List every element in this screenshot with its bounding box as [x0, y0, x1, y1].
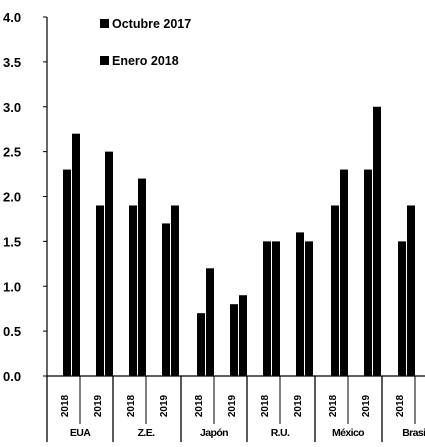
y-tick-label: 0.0 [3, 369, 21, 384]
bar-brasil-2018-octubre-2017 [398, 241, 406, 376]
y-tick-label: 1.5 [3, 234, 21, 249]
y-tick-label: 4.0 [3, 10, 21, 25]
y-tick-label: 3.5 [3, 55, 21, 70]
legend-swatch-enero-2018 [100, 56, 109, 65]
bars [63, 106, 415, 376]
y-tick-label: 2.5 [3, 145, 21, 160]
year-label-brasil-2018: 2018 [395, 394, 406, 417]
bar-japon-2019-octubre-2017 [230, 304, 238, 376]
bar-eua-2018-enero-2018 [72, 133, 80, 376]
legend-label-enero-2018: Enero 2018 [112, 54, 179, 68]
chart-legend: Octubre 2017 Enero 2018 [100, 17, 191, 68]
year-label-japon-2019: 2019 [227, 394, 238, 417]
bar-mexico-2018-octubre-2017 [331, 205, 339, 376]
bar-japon-2018-enero-2018 [206, 268, 214, 376]
country-label-r-u: R.U. [271, 427, 290, 439]
country-label-z-e: Z.E. [138, 427, 156, 439]
country-label-mexico: México [332, 427, 364, 439]
country-label-japon: Japón [200, 427, 228, 439]
y-tick-label: 3.0 [3, 100, 21, 115]
bar-r-u-2019-octubre-2017 [296, 232, 304, 376]
bar-r-u-2018-enero-2018 [272, 241, 280, 376]
bar-z-e-2019-octubre-2017 [162, 223, 170, 376]
bar-mexico-2019-enero-2018 [373, 106, 381, 376]
bar-eua-2018-octubre-2017 [63, 169, 71, 376]
bar-japon-2018-octubre-2017 [197, 313, 205, 376]
bar-eua-2019-octubre-2017 [96, 205, 104, 376]
year-label-mexico-2019: 2019 [361, 394, 372, 417]
bar-japon-2019-enero-2018 [239, 295, 247, 376]
bar-z-e-2018-enero-2018 [138, 178, 146, 376]
bar-eua-2019-enero-2018 [105, 151, 113, 376]
year-label-mexico-2018: 2018 [328, 394, 339, 417]
year-label-z-e-2018: 2018 [126, 394, 137, 417]
bar-mexico-2018-enero-2018 [340, 169, 348, 376]
bar-z-e-2018-octubre-2017 [129, 205, 137, 376]
bar-r-u-2018-octubre-2017 [263, 241, 271, 376]
bar-r-u-2019-enero-2018 [305, 241, 313, 376]
legend-swatch-octubre-2017 [100, 19, 109, 28]
bar-brasil-2018-enero-2018 [407, 205, 415, 376]
year-label-eua-2018: 2018 [60, 394, 71, 417]
year-label-japon-2018: 2018 [194, 394, 205, 417]
bar-mexico-2019-octubre-2017 [364, 169, 372, 376]
year-label-r-u-2019: 2019 [293, 394, 304, 417]
country-label-eua: EUA [70, 427, 91, 439]
year-label-r-u-2018: 2018 [260, 394, 271, 417]
year-label-z-e-2019: 2019 [159, 394, 170, 417]
legend-label-octubre-2017: Octubre 2017 [112, 17, 191, 31]
y-tick-label: 2.0 [3, 190, 21, 205]
y-tick-label: 0.5 [3, 324, 21, 339]
bar-z-e-2019-enero-2018 [171, 205, 179, 376]
y-tick-label: 1.0 [3, 279, 21, 294]
year-label-eua-2019: 2019 [93, 394, 104, 417]
country-label-brasil: Brasil [402, 427, 425, 439]
